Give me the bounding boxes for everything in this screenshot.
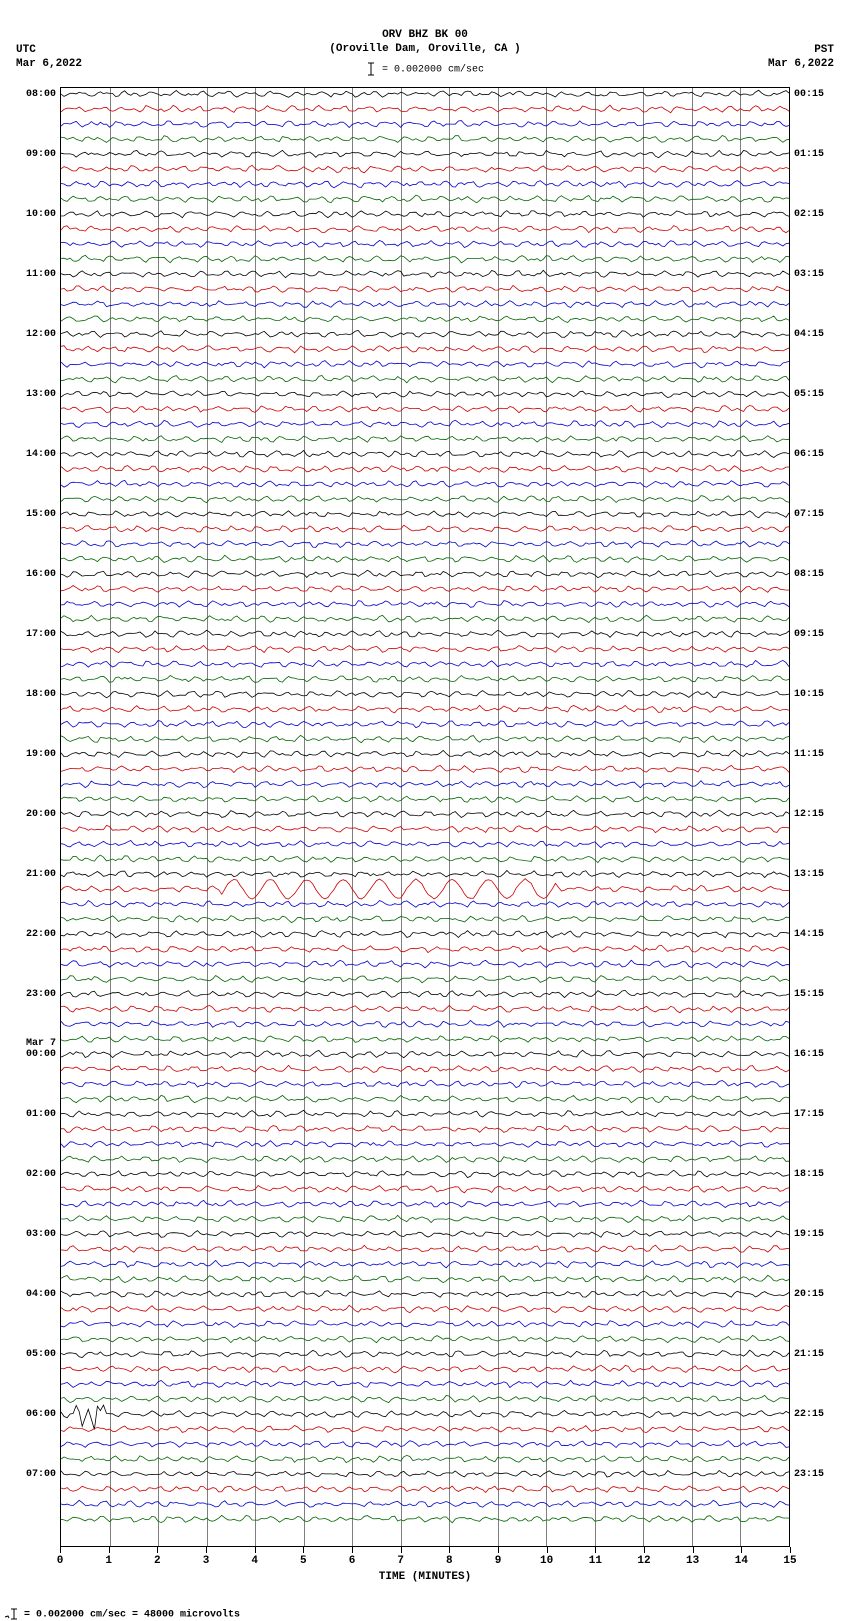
x-tick-label: 12	[637, 1555, 650, 1567]
station-location: (Oroville Dam, Oroville, CA )	[0, 42, 850, 56]
x-tick-label: 6	[349, 1555, 356, 1567]
time-label-pst: 23:15	[794, 1469, 844, 1480]
x-tick-label: 5	[300, 1555, 307, 1567]
x-tick	[401, 1547, 402, 1553]
time-label-pst: 17:15	[794, 1109, 844, 1120]
station-id: ORV BHZ BK 00	[0, 28, 850, 42]
time-label-pst: 10:15	[794, 689, 844, 700]
time-label-utc: 11:00	[6, 269, 56, 280]
x-tick-label: 0	[57, 1555, 64, 1567]
time-label-utc: 14:00	[6, 449, 56, 460]
scale-indicator: = 0.002000 cm/sec	[0, 61, 850, 77]
time-label-utc: 23:00	[6, 989, 56, 1000]
time-label-utc: 03:00	[6, 1229, 56, 1240]
time-label-pst: 22:15	[794, 1409, 844, 1420]
date-right: Mar 6,2022	[768, 58, 834, 70]
time-label-pst: 01:15	[794, 149, 844, 160]
timezone-right: PST	[814, 44, 834, 56]
scale-text: = 0.002000 cm/sec	[382, 64, 484, 75]
x-tick	[741, 1547, 742, 1553]
chart-header: ORV BHZ BK 00 (Oroville Dam, Oroville, C…	[0, 0, 850, 77]
time-label-utc: 22:00	[6, 929, 56, 940]
x-tick	[157, 1547, 158, 1553]
time-label-pst: 20:15	[794, 1289, 844, 1300]
time-label-utc: 05:00	[6, 1349, 56, 1360]
time-label-pst: 11:15	[794, 749, 844, 760]
x-tick-label: 11	[589, 1555, 602, 1567]
date-break-label: Mar 7	[6, 1038, 56, 1049]
time-label-pst: 13:15	[794, 869, 844, 880]
time-label-pst: 06:15	[794, 449, 844, 460]
time-label-pst: 19:15	[794, 1229, 844, 1240]
time-label-utc: 16:00	[6, 569, 56, 580]
x-tick	[206, 1547, 207, 1553]
time-label-pst: 08:15	[794, 569, 844, 580]
x-tick	[498, 1547, 499, 1553]
time-label-pst: 15:15	[794, 989, 844, 1000]
time-label-utc: 18:00	[6, 689, 56, 700]
time-label-utc: 19:00	[6, 749, 56, 760]
x-tick	[352, 1547, 353, 1553]
x-tick	[449, 1547, 450, 1553]
x-tick	[790, 1547, 791, 1553]
footer-scale-icon	[4, 1607, 18, 1621]
x-tick-label: 2	[154, 1555, 161, 1567]
x-tick-label: 4	[251, 1555, 258, 1567]
x-tick	[547, 1547, 548, 1553]
footer-text: = 0.002000 cm/sec = 48000 microvolts	[24, 1609, 240, 1620]
time-label-pst: 18:15	[794, 1169, 844, 1180]
time-label-utc: 00:00	[6, 1049, 56, 1060]
time-label-utc: 10:00	[6, 209, 56, 220]
time-label-pst: 14:15	[794, 929, 844, 940]
x-tick-label: 1	[105, 1555, 112, 1567]
time-label-utc: 21:00	[6, 869, 56, 880]
time-label-utc: 06:00	[6, 1409, 56, 1420]
x-tick	[109, 1547, 110, 1553]
time-label-pst: 07:15	[794, 509, 844, 520]
time-label-utc: 09:00	[6, 149, 56, 160]
time-label-pst: 16:15	[794, 1049, 844, 1060]
time-label-utc: 20:00	[6, 809, 56, 820]
x-tick-label: 8	[446, 1555, 453, 1567]
seismogram-container: UTC PST Mar 6,2022 Mar 6,2022 ORV BHZ BK…	[0, 0, 850, 1621]
x-tick-label: 14	[735, 1555, 748, 1567]
time-label-utc: 01:00	[6, 1109, 56, 1120]
x-tick-label: 10	[540, 1555, 553, 1567]
time-label-pst: 12:15	[794, 809, 844, 820]
x-tick	[595, 1547, 596, 1553]
scale-bar-icon	[366, 61, 376, 77]
x-tick-label: 15	[783, 1555, 796, 1567]
x-tick-label: 9	[495, 1555, 502, 1567]
time-label-pst: 09:15	[794, 629, 844, 640]
x-tick	[303, 1547, 304, 1553]
x-tick	[60, 1547, 61, 1553]
x-axis-label: TIME (MINUTES)	[379, 1571, 471, 1583]
plot-area: 08:0000:1509:0001:1510:0002:1511:0003:15…	[60, 87, 790, 1547]
time-label-pst: 21:15	[794, 1349, 844, 1360]
time-label-pst: 04:15	[794, 329, 844, 340]
date-left: Mar 6,2022	[16, 58, 82, 70]
x-tick	[644, 1547, 645, 1553]
time-label-utc: 17:00	[6, 629, 56, 640]
time-label-utc: 07:00	[6, 1469, 56, 1480]
x-tick	[255, 1547, 256, 1553]
x-tick-label: 3	[203, 1555, 210, 1567]
time-label-pst: 02:15	[794, 209, 844, 220]
time-label-pst: 03:15	[794, 269, 844, 280]
time-label-pst: 00:15	[794, 89, 844, 100]
time-label-utc: 15:00	[6, 509, 56, 520]
time-label-utc: 13:00	[6, 389, 56, 400]
x-tick-label: 7	[397, 1555, 404, 1567]
time-label-utc: 04:00	[6, 1289, 56, 1300]
time-label-utc: 12:00	[6, 329, 56, 340]
time-label-utc: 08:00	[6, 89, 56, 100]
time-label-pst: 05:15	[794, 389, 844, 400]
x-tick-label: 13	[686, 1555, 699, 1567]
footer: = 0.002000 cm/sec = 48000 microvolts	[0, 1607, 850, 1621]
x-axis: TIME (MINUTES) 0123456789101112131415	[60, 1547, 790, 1587]
timezone-left: UTC	[16, 44, 36, 56]
x-tick	[693, 1547, 694, 1553]
time-label-utc: 02:00	[6, 1169, 56, 1180]
